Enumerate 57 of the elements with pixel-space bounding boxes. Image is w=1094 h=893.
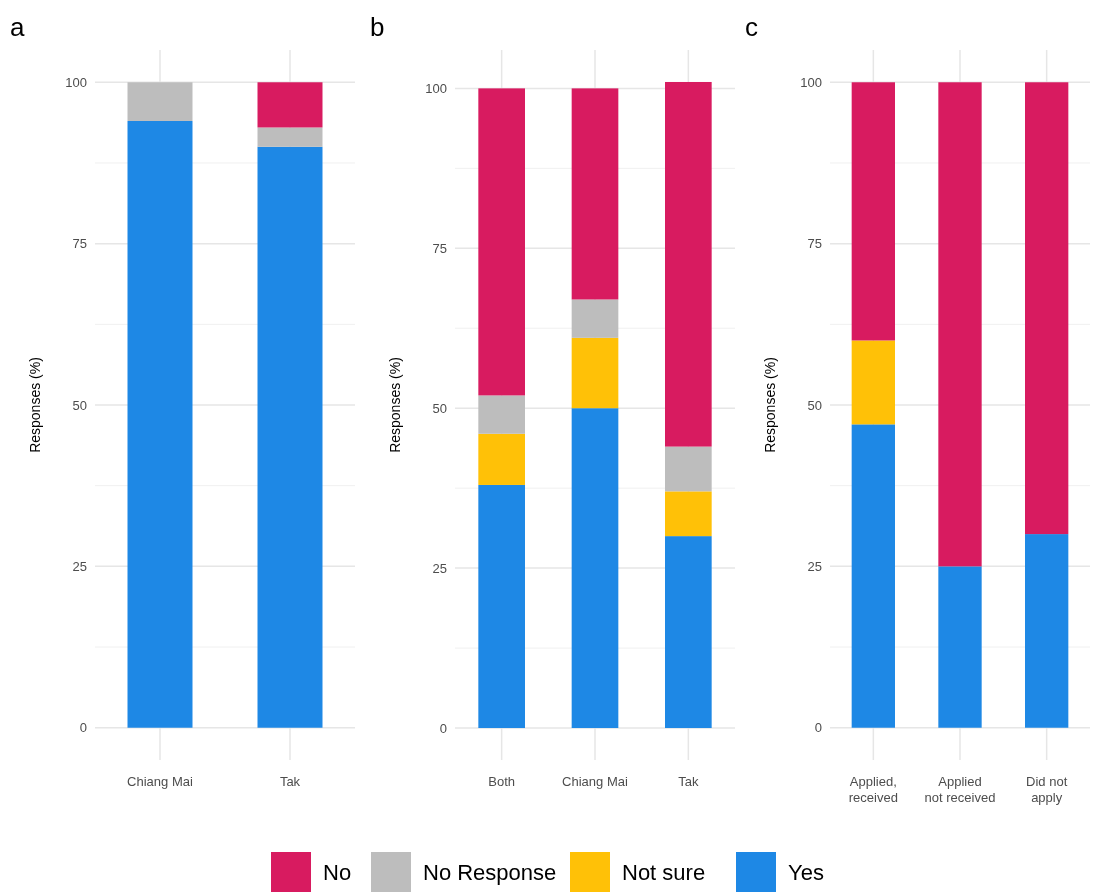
- bar: [1025, 534, 1069, 728]
- y-tick-label: 25: [432, 560, 447, 576]
- y-tick-label: 0: [814, 720, 822, 736]
- y-tick-label: 100: [425, 80, 447, 96]
- x-tick-label: Tak: [678, 774, 699, 789]
- y-axis-title: Responses (%): [27, 357, 43, 453]
- x-tick-label: Chiang Mai: [562, 774, 628, 789]
- y-tick-label: 75: [432, 240, 447, 256]
- chart-title: b: [370, 12, 385, 42]
- bar: [571, 299, 619, 338]
- bar: [938, 82, 982, 567]
- x-tick-label: Tak: [279, 774, 301, 789]
- bar: [478, 88, 525, 396]
- y-axis-title: Responses (%): [387, 357, 403, 453]
- legend-label: No Response: [423, 859, 557, 885]
- bar: [665, 536, 712, 729]
- y-tick-label: 100: [800, 74, 822, 90]
- bar: [478, 433, 525, 485]
- bar: [571, 408, 619, 729]
- bar: [1025, 82, 1069, 535]
- legend-label: No: [323, 859, 352, 885]
- bar: [851, 82, 895, 341]
- y-tick-label: 50: [807, 397, 822, 413]
- bar: [257, 127, 323, 147]
- bar: [478, 395, 525, 434]
- y-tick-label: 75: [807, 236, 822, 252]
- legend-label: Yes: [788, 859, 824, 885]
- chart-title: a: [10, 12, 25, 42]
- y-axis-title: Responses (%): [762, 357, 778, 453]
- bar: [257, 82, 323, 128]
- bar: [851, 340, 895, 425]
- bar: [665, 81, 712, 447]
- x-tick-label: Applied, received: [848, 774, 898, 805]
- bar: [851, 424, 895, 728]
- x-tick-label: Did not apply: [1026, 774, 1068, 805]
- y-tick-label: 25: [72, 558, 87, 574]
- bar: [938, 566, 982, 728]
- legend-label: Not sure: [622, 859, 706, 885]
- bar: [665, 446, 712, 492]
- bar: [478, 484, 525, 729]
- bar: [257, 146, 323, 728]
- bar: [665, 491, 712, 537]
- x-tick-label: Applied not received: [924, 774, 996, 805]
- bar: [127, 121, 193, 728]
- bar: [571, 337, 619, 409]
- y-tick-label: 100: [65, 74, 87, 90]
- bar: [127, 82, 193, 121]
- y-tick-label: 0: [79, 720, 87, 736]
- x-tick-label: Both: [488, 774, 516, 789]
- y-tick-label: 75: [72, 236, 87, 252]
- y-tick-label: 50: [432, 400, 447, 416]
- bar: [571, 88, 619, 300]
- y-tick-label: 50: [72, 397, 87, 413]
- y-tick-label: 25: [807, 558, 822, 574]
- x-tick-label: Chiang Mai: [127, 774, 193, 789]
- y-tick-label: 0: [439, 720, 447, 736]
- chart-title: c: [745, 12, 758, 42]
